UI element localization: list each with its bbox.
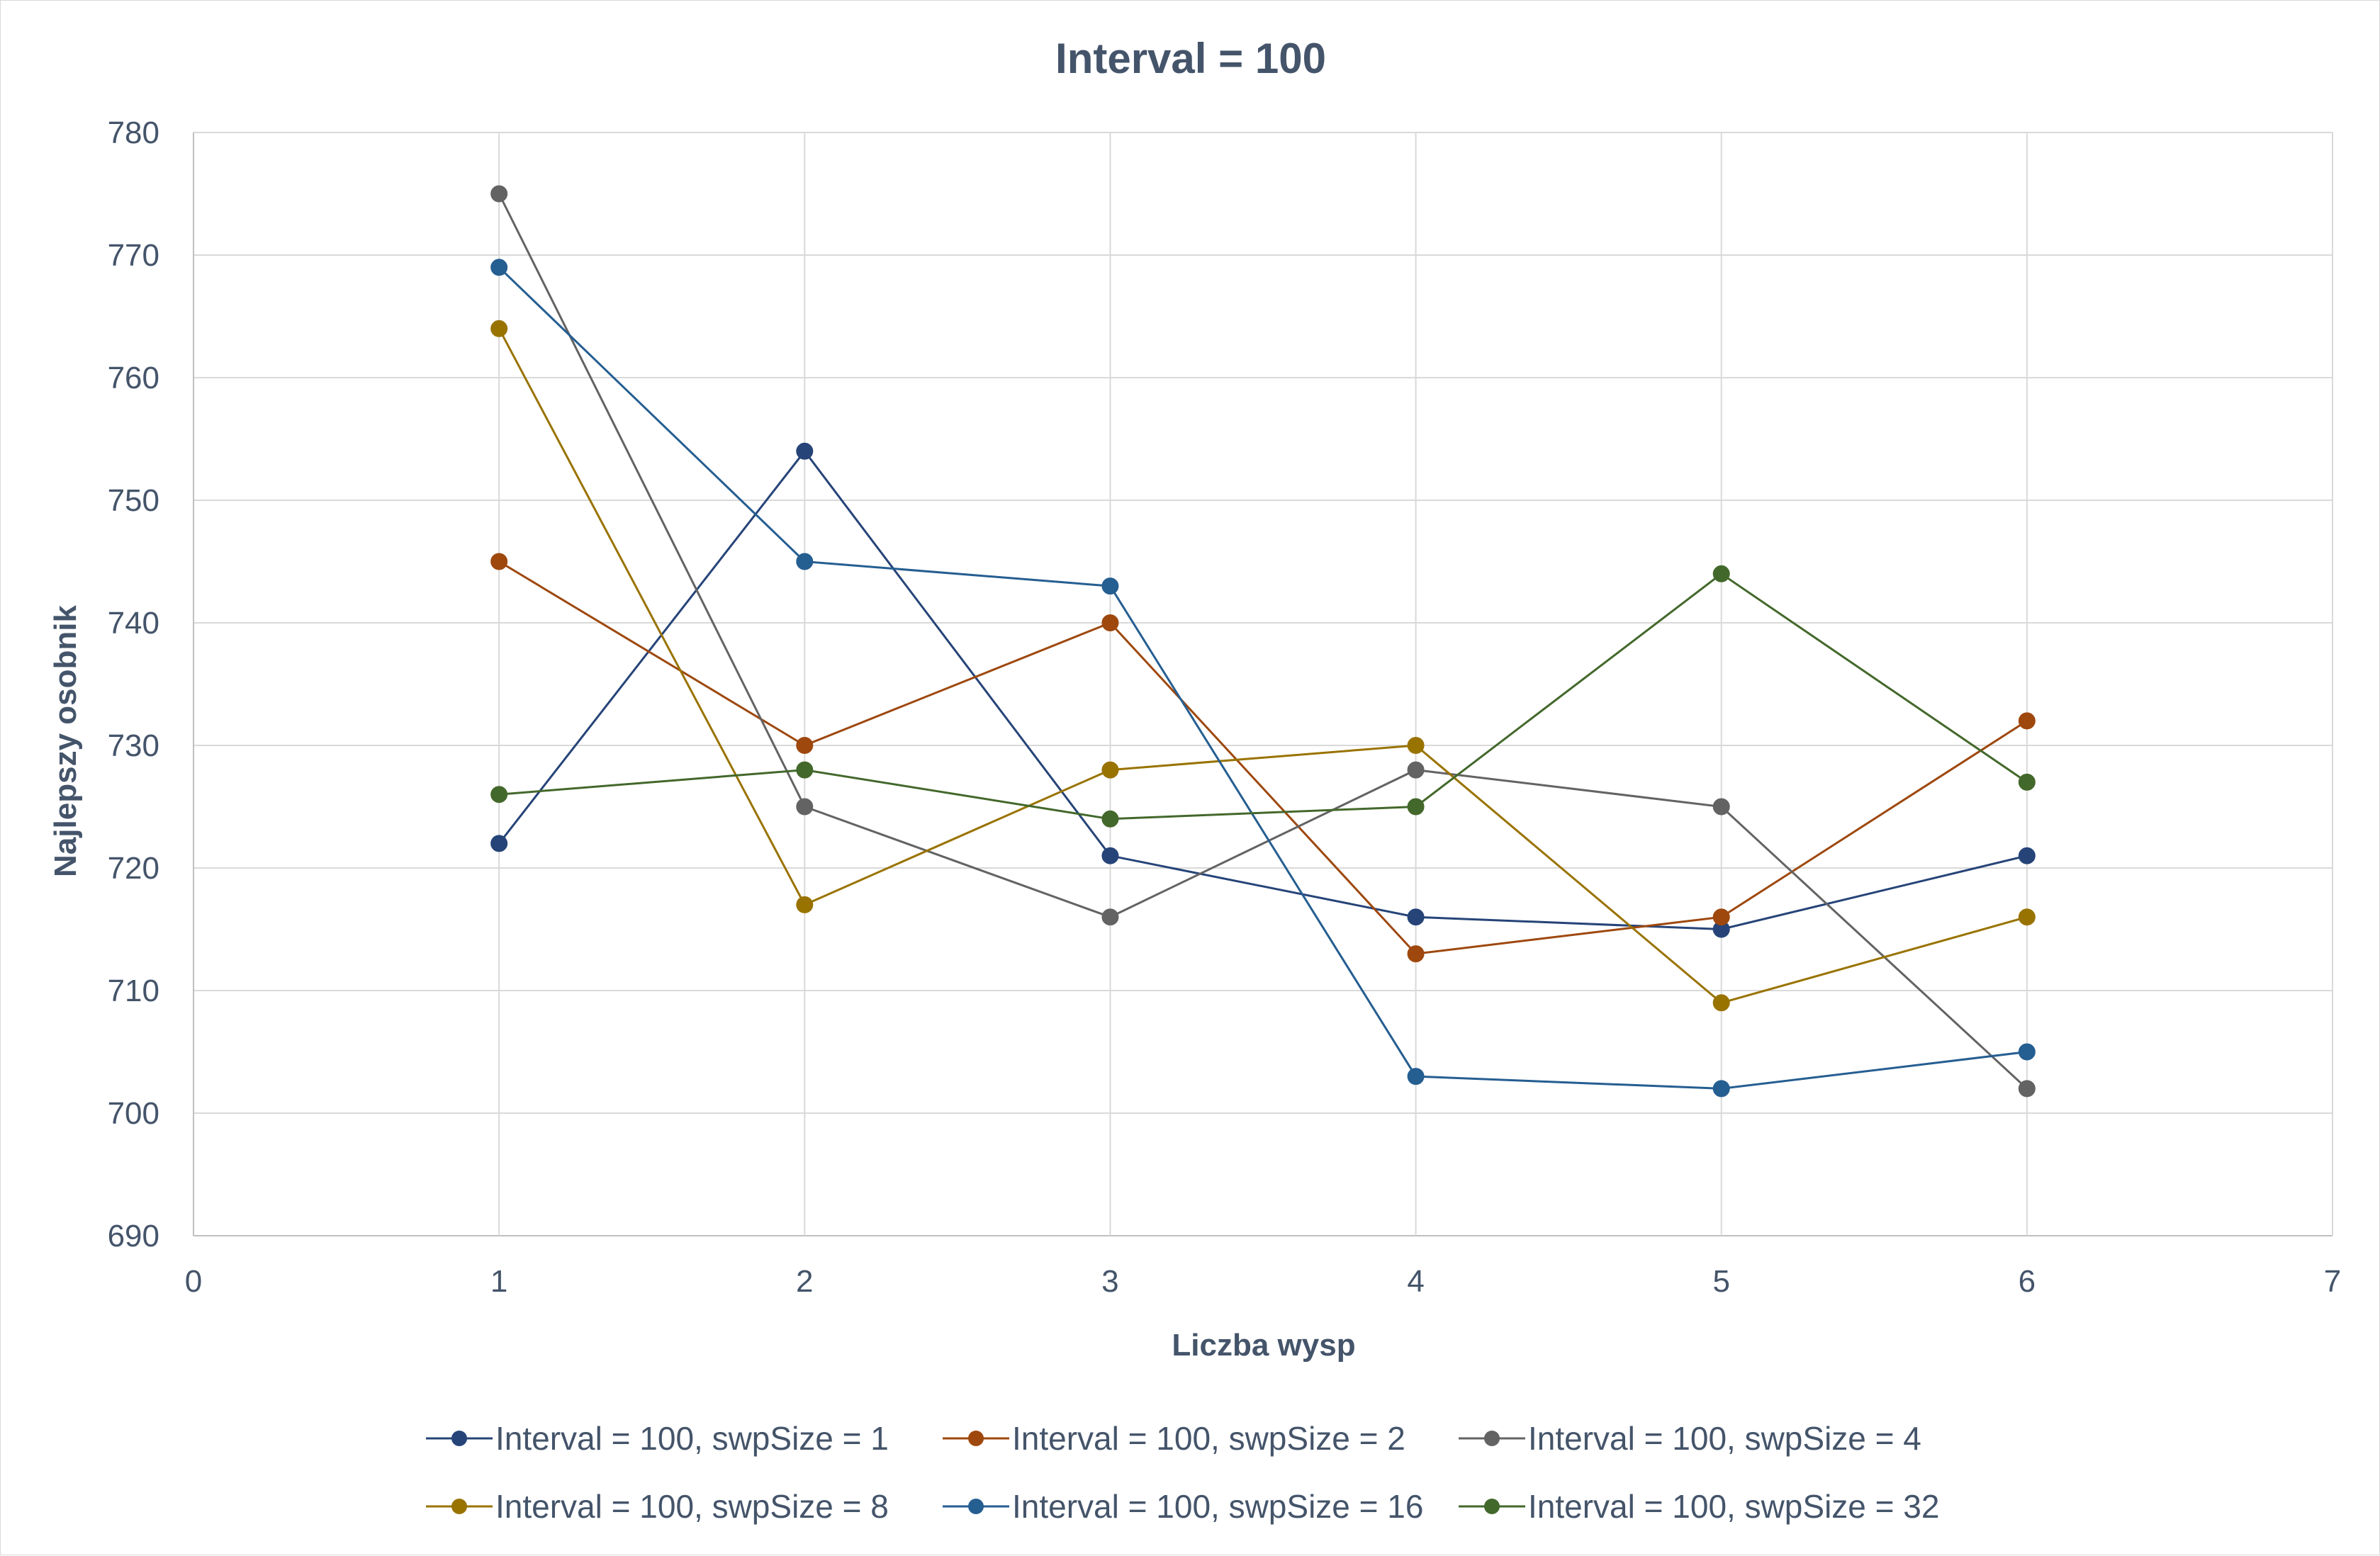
legend-item: Interval = 100, swpSize = 32 [1459,1488,1939,1525]
y-tick-label: 770 [108,238,159,273]
data-point [490,185,508,203]
data-point [2018,1080,2036,1098]
series-line [498,266,2028,1090]
series-6 [490,565,2036,828]
series-line [498,328,2028,1004]
y-tick-label: 740 [108,606,159,641]
legend-item: Interval = 100, swpSize = 1 [426,1420,889,1457]
data-point [1101,908,1119,926]
legend-label: Interval = 100, swpSize = 1 [495,1420,889,1457]
x-tick-label: 4 [1407,1264,1424,1299]
series-line [498,560,2028,955]
data-point [1712,798,1730,816]
data-point [1712,565,1730,582]
legend-label: Interval = 100, swpSize = 32 [1528,1488,1939,1525]
data-point [1101,847,1119,864]
data-point [796,896,814,913]
legend-label: Interval = 100, swpSize = 16 [1012,1488,1423,1525]
series-2 [490,553,2036,963]
legend-label: Interval = 100, swpSize = 2 [1012,1420,1405,1457]
x-tick-label: 0 [185,1264,202,1299]
data-point [1407,761,1425,779]
x-tick-label: 6 [2019,1264,2036,1299]
data-point [1101,761,1119,779]
x-tick-label: 7 [2324,1264,2341,1299]
data-point [490,835,508,852]
data-point [1712,908,1730,926]
y-axis-ticks: 690 700 710 720 730 740 750 760 770 780 [108,115,159,1253]
x-tick-label: 1 [490,1264,507,1299]
series-4 [490,320,2036,1012]
series-line [499,572,2028,821]
data-point [2018,1043,2036,1061]
data-point [1407,1068,1425,1086]
data-point [1407,737,1425,754]
x-tick-label: 2 [796,1264,813,1299]
x-tick-label: 5 [1712,1264,1729,1299]
series-1 [490,442,2036,938]
data-point [796,737,814,754]
y-tick-label: 710 [108,974,159,1008]
data-point [1101,810,1119,828]
data-point [490,320,508,337]
legend-marker [968,1499,984,1514]
data-point [796,761,814,779]
series-5 [490,259,2036,1098]
y-tick-label: 690 [108,1219,159,1253]
data-point [796,442,814,460]
legend-item: Interval = 100, swpSize = 16 [943,1488,1423,1525]
legend-marker [1484,1431,1500,1446]
legend-marker [1484,1499,1500,1514]
data-point [1712,1080,1730,1098]
data-point [490,786,508,804]
data-point [796,798,814,816]
series-line [498,449,2028,931]
data-point [1407,945,1425,963]
y-tick-label: 760 [108,361,159,395]
legend-item: Interval = 100, swpSize = 2 [943,1420,1405,1457]
chart-title: Interval = 100 [1055,35,1326,82]
data-point [1101,577,1119,595]
gridlines [193,132,2333,1236]
y-tick-label: 720 [108,851,159,886]
legend-label: Interval = 100, swpSize = 8 [495,1488,889,1525]
series-3 [490,185,2036,1098]
legend: Interval = 100, swpSize = 1 Interval = 10… [426,1420,1939,1525]
data-point [490,259,508,276]
series-line [498,193,2028,1090]
legend-label: Interval = 100, swpSize = 4 [1528,1420,1921,1457]
x-axis-title: Liczba wysp [1172,1328,1355,1363]
y-tick-label: 700 [108,1096,159,1131]
y-tick-label: 750 [108,483,159,518]
data-point [2018,712,2036,730]
data-point [2018,773,2036,791]
x-tick-label: 3 [1101,1264,1118,1299]
data-point [1407,908,1425,926]
data-point [1712,994,1730,1012]
legend-item: Interval = 100, swpSize = 8 [426,1488,889,1525]
legend-marker [451,1431,467,1446]
legend-item: Interval = 100, swpSize = 4 [1459,1420,1921,1457]
legend-marker [451,1499,467,1514]
data-point [1101,614,1119,631]
data-point [2018,847,2036,864]
data-point [796,553,814,570]
legend-marker [968,1431,984,1446]
data-point [490,553,508,570]
y-tick-label: 780 [108,115,159,150]
data-point [1407,798,1425,816]
series-layer [490,185,2036,1098]
data-point [2018,908,2036,926]
y-axis-title: Najlepszy osobnik [48,605,83,877]
x-axis-ticks: 0 1 2 3 4 5 6 7 [185,1264,2341,1299]
y-tick-label: 730 [108,728,159,763]
